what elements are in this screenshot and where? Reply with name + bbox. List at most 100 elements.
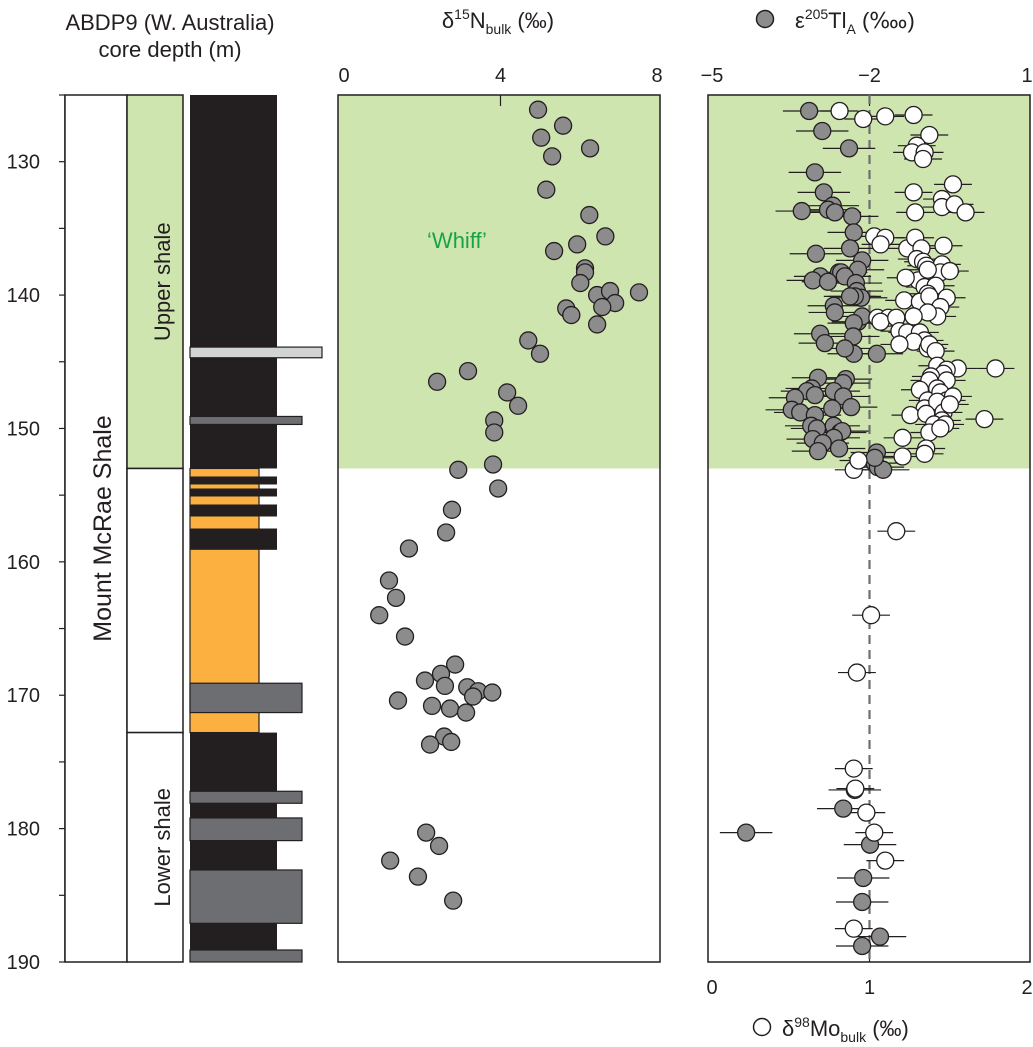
nitrogen-data-point xyxy=(542,147,562,166)
tl-data-point xyxy=(815,333,835,353)
tl-data-point xyxy=(806,244,826,263)
mo-data-point xyxy=(871,312,890,331)
core-title-line2: core depth (m) xyxy=(98,37,241,62)
thallium-molybdenum-panel: −5 −2 1 0 1 2 xyxy=(701,65,1033,999)
mo-data-point xyxy=(847,663,867,682)
stratigraphic-column: 130 140 150 160 170 180 190 Mount McRae Shale Up… xyxy=(7,94,323,974)
mo-data-point xyxy=(876,107,895,126)
mo-data-point xyxy=(893,428,912,447)
nitrogen-panel: 0 4 8 ‘Whiff’ xyxy=(337,65,663,963)
mo-data-point xyxy=(844,759,863,778)
thallium-axis-title: ε205TlA (‱) xyxy=(795,6,915,37)
mo-data-point xyxy=(940,261,959,281)
nitrogen-data-point xyxy=(580,205,599,225)
lithology-bed-grey-bed xyxy=(189,415,303,426)
nitrogen-data-point xyxy=(442,500,462,519)
member-label: Upper shale xyxy=(150,222,175,341)
molybdenum-axis-title: δ98Mobulk (‰) xyxy=(782,1014,909,1045)
lithology-bed-black-shale xyxy=(190,504,277,517)
mo-data-point xyxy=(849,451,868,470)
nitrogen-data-point xyxy=(489,479,508,498)
depth-tick-label: 190 xyxy=(7,952,40,974)
lithology-bed-black-shale xyxy=(190,528,277,550)
tl-data-point xyxy=(799,101,819,121)
tl-data-point xyxy=(803,271,822,290)
member-box xyxy=(126,467,184,734)
tl-data-point xyxy=(792,201,811,221)
tl-legend-marker-icon xyxy=(755,9,775,29)
tl-data-point xyxy=(814,183,833,202)
mo-data-point xyxy=(865,823,884,842)
tl-tick-label: 1 xyxy=(1021,65,1032,87)
mo-data-point xyxy=(846,779,865,798)
tl-data-point xyxy=(829,439,849,458)
tl-data-point xyxy=(843,207,862,226)
mo-tick-label: 2 xyxy=(1021,977,1032,999)
nitrogen-data-point xyxy=(399,539,419,558)
nitrogen-data-point xyxy=(537,180,556,199)
mo-data-point xyxy=(893,447,912,466)
nitrogen-data-point xyxy=(568,235,587,254)
tl-data-point xyxy=(825,203,844,222)
nitrogen-data-point xyxy=(519,331,538,350)
mo-data-point xyxy=(896,268,915,287)
tl-data-point xyxy=(853,892,872,912)
nitrogen-data-point xyxy=(483,455,503,474)
tl-data-point xyxy=(870,927,890,946)
mo-data-point xyxy=(871,235,890,254)
mo-tick-label: 1 xyxy=(864,977,875,999)
tl-data-point xyxy=(808,441,828,461)
nitrogen-data-point xyxy=(463,687,483,706)
mo-data-point xyxy=(913,149,933,169)
tl-data-point xyxy=(839,139,859,158)
nitrogen-data-point xyxy=(435,676,455,696)
lithology-bed-black-shale xyxy=(190,732,277,962)
tl-data-point xyxy=(853,936,872,956)
depth-tick-label: 170 xyxy=(7,685,40,707)
nitrogen-data-point xyxy=(508,396,528,415)
mo-data-point xyxy=(904,307,923,326)
nitrogen-tick-label: 8 xyxy=(651,65,662,87)
nitrogen-data-point xyxy=(580,139,600,158)
nitrogen-data-point xyxy=(498,383,517,402)
member-label: Lower shale xyxy=(150,788,175,907)
nitrogen-data-point xyxy=(483,683,502,702)
tl-tick-label: −5 xyxy=(701,65,724,87)
mo-data-point xyxy=(854,109,873,129)
lithology-bed-grey-bed xyxy=(189,869,303,924)
tl-data-point xyxy=(841,397,861,417)
mo-data-point xyxy=(830,101,849,121)
nitrogen-data-point xyxy=(388,691,408,710)
mo-data-point xyxy=(986,359,1005,378)
tl-tick-label: −2 xyxy=(858,65,881,87)
formation-box xyxy=(64,94,128,963)
nitrogen-data-point xyxy=(449,460,468,479)
nitrogen-data-point xyxy=(587,315,607,334)
tl-data-point xyxy=(844,223,863,242)
mo-data-point xyxy=(887,522,906,541)
lithology-bed-black-shale xyxy=(190,476,277,485)
nitrogen-data-point xyxy=(629,283,649,302)
tl-data-point xyxy=(805,163,825,182)
mo-data-point xyxy=(904,105,923,125)
nitrogen-data-point xyxy=(528,100,548,119)
tl-data-point xyxy=(840,239,860,258)
tl-data-point xyxy=(865,448,884,467)
mo-data-point xyxy=(876,851,895,870)
nitrogen-data-point xyxy=(562,305,581,325)
nitrogen-data-point xyxy=(530,344,550,363)
tl-data-point xyxy=(805,385,825,405)
tl-data-point xyxy=(835,339,854,358)
depth-tick-label: 180 xyxy=(7,819,40,841)
tl-data-point xyxy=(823,399,842,418)
mo-data-point xyxy=(901,405,920,425)
tl-data-point xyxy=(834,799,853,818)
mo-data-point xyxy=(857,803,876,822)
core-title-line1: ABDP9 (W. Australia) xyxy=(65,10,274,35)
nitrogen-data-point xyxy=(381,851,400,870)
nitrogen-data-point xyxy=(593,297,612,317)
formation-label: Mount McRae Shale xyxy=(89,415,117,642)
nitrogen-data-point xyxy=(408,867,428,886)
lithology-bed-light-bed xyxy=(189,346,323,359)
nitrogen-data-point xyxy=(422,696,442,716)
